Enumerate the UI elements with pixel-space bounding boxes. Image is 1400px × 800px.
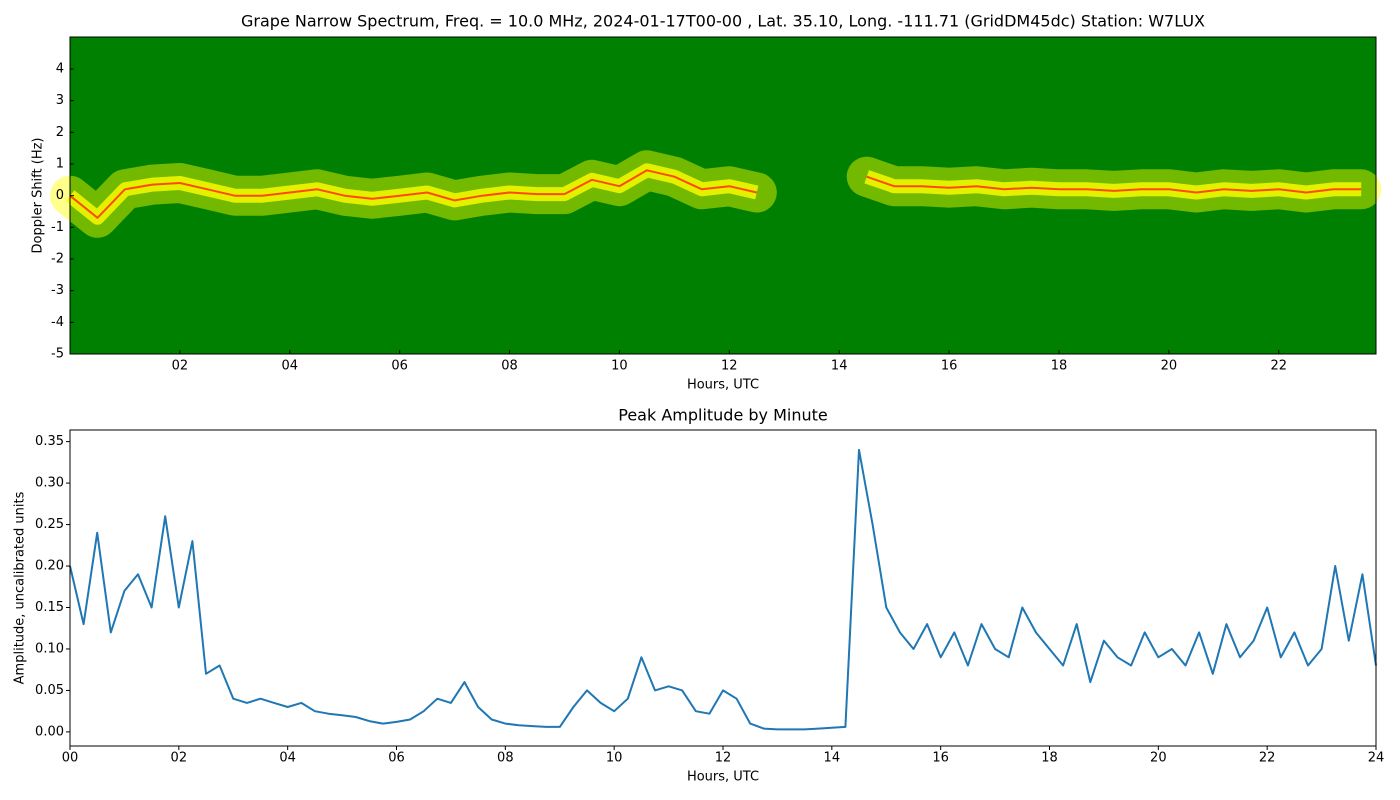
- x-axis-label: Hours, UTC: [687, 378, 759, 393]
- x-tick-label: 16: [941, 359, 958, 374]
- x-axis-label: Hours, UTC: [687, 770, 759, 785]
- x-tick-label: 02: [172, 359, 189, 374]
- y-tick-label: 0.10: [35, 641, 64, 656]
- y-axis-label: Amplitude, uncalibrated units: [13, 491, 28, 684]
- x-tick-label: 14: [824, 751, 841, 766]
- x-tick-label: 16: [932, 751, 949, 766]
- x-tick-label: 12: [715, 751, 732, 766]
- x-tick-label: 04: [281, 359, 298, 374]
- y-tick-label: 0.05: [35, 683, 64, 698]
- y-tick-label: 0.20: [35, 559, 64, 574]
- x-tick-label: 24: [1368, 751, 1385, 766]
- x-tick-label: 08: [501, 359, 518, 374]
- y-tick-label: 0.15: [35, 600, 64, 615]
- x-tick-label: 18: [1051, 359, 1068, 374]
- x-tick-label: 20: [1161, 359, 1178, 374]
- y-tick-label: -3: [51, 283, 64, 298]
- x-tick-label: 14: [831, 359, 848, 374]
- y-tick-label: 0.00: [35, 724, 64, 739]
- y-axis-label: Doppler Shift (Hz): [31, 138, 46, 254]
- y-tick-label: -1: [51, 220, 64, 235]
- amplitude-line: [69, 448, 1377, 731]
- x-tick-label: 10: [606, 751, 623, 766]
- y-tick-label: -5: [51, 347, 64, 362]
- y-tick-label: 3: [56, 93, 64, 108]
- plot-frame: [69, 429, 1377, 747]
- y-tick-label: 0.35: [35, 434, 64, 449]
- x-tick-label: 20: [1150, 751, 1167, 766]
- y-tick-label: 0: [56, 188, 64, 203]
- x-tick-label: 08: [497, 751, 514, 766]
- x-tick-label: 02: [171, 751, 188, 766]
- x-tick-label: 18: [1041, 751, 1058, 766]
- chart-title: Peak Amplitude by Minute: [618, 406, 828, 425]
- x-tick-label: 06: [391, 359, 408, 374]
- x-tick-label: 22: [1270, 359, 1287, 374]
- y-tick-label: 0.30: [35, 476, 64, 491]
- y-tick-label: 4: [56, 61, 64, 76]
- y-tick-label: 1: [56, 156, 64, 171]
- x-tick-label: 22: [1259, 751, 1276, 766]
- x-tick-label: 12: [721, 359, 738, 374]
- y-tick-label: -2: [51, 251, 64, 266]
- y-tick-label: 0.25: [35, 517, 64, 532]
- doppler-trace: [69, 169, 1362, 219]
- x-tick-label: 00: [62, 751, 79, 766]
- x-tick-label: 04: [279, 751, 296, 766]
- chart-title: Grape Narrow Spectrum, Freq. = 10.0 MHz,…: [241, 12, 1205, 31]
- x-tick-label: 06: [388, 751, 405, 766]
- y-tick-label: 2: [56, 125, 64, 140]
- x-tick-label: 10: [611, 359, 628, 374]
- y-tick-label: -4: [51, 315, 64, 330]
